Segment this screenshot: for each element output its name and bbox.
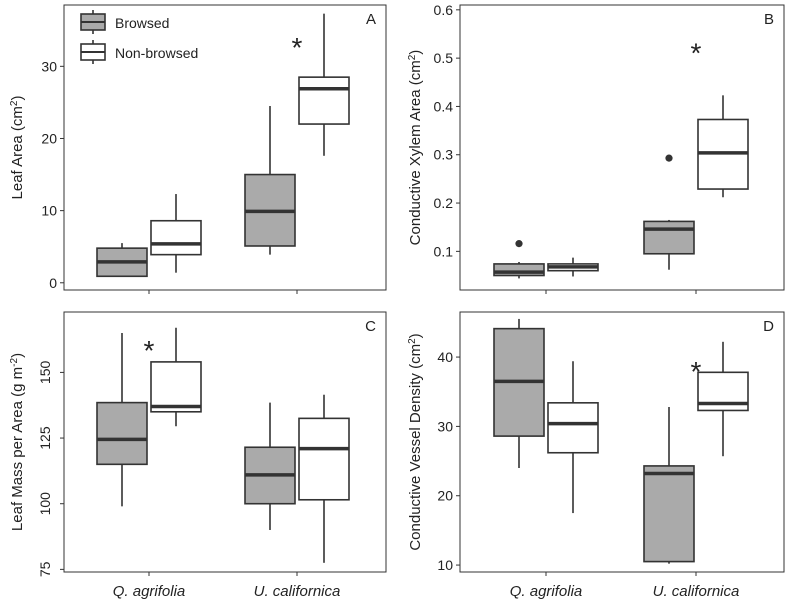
y-tick-label: 10 bbox=[41, 203, 57, 219]
box-browsed bbox=[96, 333, 148, 507]
y-tick-label: 0.1 bbox=[434, 243, 454, 259]
box-nonbrowsed bbox=[547, 257, 599, 277]
y-tick-label: 0.4 bbox=[434, 98, 454, 114]
y-tick-label: 0.2 bbox=[434, 195, 454, 211]
significance-asterisk: * bbox=[691, 37, 702, 68]
y-tick-label: 0.5 bbox=[434, 50, 454, 66]
plot-frame bbox=[459, 4, 785, 291]
plot-frame bbox=[459, 311, 785, 573]
y-tick-label: 30 bbox=[41, 58, 57, 74]
y-tick-label: 20 bbox=[437, 488, 453, 504]
box-nonbrowsed bbox=[150, 194, 202, 273]
box-nonbrowsed bbox=[298, 13, 350, 156]
y-axis-label: Conductive Vessel Density (cm2) bbox=[407, 333, 425, 550]
box-iqr bbox=[298, 417, 350, 501]
box-nonbrowsed bbox=[298, 394, 350, 563]
box-iqr bbox=[643, 465, 695, 563]
box-browsed bbox=[96, 243, 148, 278]
box-nonbrowsed bbox=[697, 95, 749, 198]
box-browsed bbox=[244, 402, 296, 530]
y-tick-label: 150 bbox=[37, 361, 53, 385]
legend-item: Browsed bbox=[80, 10, 169, 34]
box-iqr bbox=[547, 402, 599, 454]
y-axis-label: Leaf Mass per Area (g m-2) bbox=[9, 353, 27, 531]
significance-asterisk: * bbox=[691, 356, 702, 387]
y-tick-label: 0.6 bbox=[434, 2, 454, 18]
y-tick-label: 0.3 bbox=[434, 147, 454, 163]
panel-d: 10 20 30 40 Q. agrifolia U. californica Conduc… bbox=[407, 311, 785, 600]
box-browsed bbox=[643, 154, 695, 270]
panel-letter: B bbox=[764, 11, 774, 28]
significance-asterisk: * bbox=[144, 335, 155, 366]
panel-letter: A bbox=[366, 11, 376, 28]
panel-letter: D bbox=[763, 318, 774, 335]
box-browsed bbox=[244, 106, 296, 255]
y-axis-label: Leaf Area (cm2) bbox=[9, 96, 27, 200]
box-iqr bbox=[643, 220, 695, 255]
legend-label: Non-browsed bbox=[115, 45, 198, 61]
box-nonbrowsed bbox=[547, 361, 599, 514]
y-axis-label: Conductive Xylem Area (cm2) bbox=[407, 50, 425, 246]
outlier-point bbox=[515, 240, 523, 248]
legend-label: Browsed bbox=[115, 15, 169, 31]
panel-b: 0.1 0.2 0.3 0.4 0.5 0.6 Conductive Xylem Area … bbox=[407, 2, 785, 294]
box-browsed bbox=[493, 240, 545, 279]
y-tick-label: 75 bbox=[37, 561, 53, 577]
box-iqr bbox=[298, 76, 350, 125]
box-browsed bbox=[493, 318, 545, 468]
legend: Browsed Non-browsed bbox=[80, 10, 198, 64]
y-tick-label: 125 bbox=[37, 426, 53, 450]
legend-item: Non-browsed bbox=[80, 40, 198, 64]
y-tick-label: 30 bbox=[437, 418, 453, 434]
y-tick-label: 40 bbox=[437, 349, 453, 365]
outlier-point bbox=[665, 154, 673, 162]
plot-frame bbox=[63, 311, 387, 573]
panel-letter: C bbox=[365, 318, 376, 335]
y-tick-label: 10 bbox=[437, 557, 453, 573]
box-iqr bbox=[96, 401, 148, 466]
x-tick-label: U. californica bbox=[653, 583, 740, 600]
y-tick-label: 20 bbox=[41, 130, 57, 146]
box-browsed bbox=[643, 406, 695, 564]
box-iqr bbox=[493, 263, 545, 277]
panel-a: 0 10 20 30 Leaf Area (cm2) A * bbox=[9, 4, 387, 294]
box-nonbrowsed bbox=[150, 327, 202, 427]
panel-c: 75 100 125 150 Q. agrifolia U. californica Lea… bbox=[9, 311, 387, 600]
x-tick-label: Q. agrifolia bbox=[510, 583, 583, 600]
box-iqr bbox=[150, 361, 202, 413]
x-tick-label: Q. agrifolia bbox=[113, 583, 186, 600]
plot-frame bbox=[63, 4, 387, 291]
y-tick-label: 100 bbox=[37, 492, 53, 516]
x-tick-label: U. californica bbox=[254, 583, 341, 600]
y-tick-label: 0 bbox=[49, 275, 57, 291]
significance-asterisk: * bbox=[292, 32, 303, 63]
box-nonbrowsed bbox=[697, 341, 749, 457]
box-iqr bbox=[150, 219, 202, 256]
